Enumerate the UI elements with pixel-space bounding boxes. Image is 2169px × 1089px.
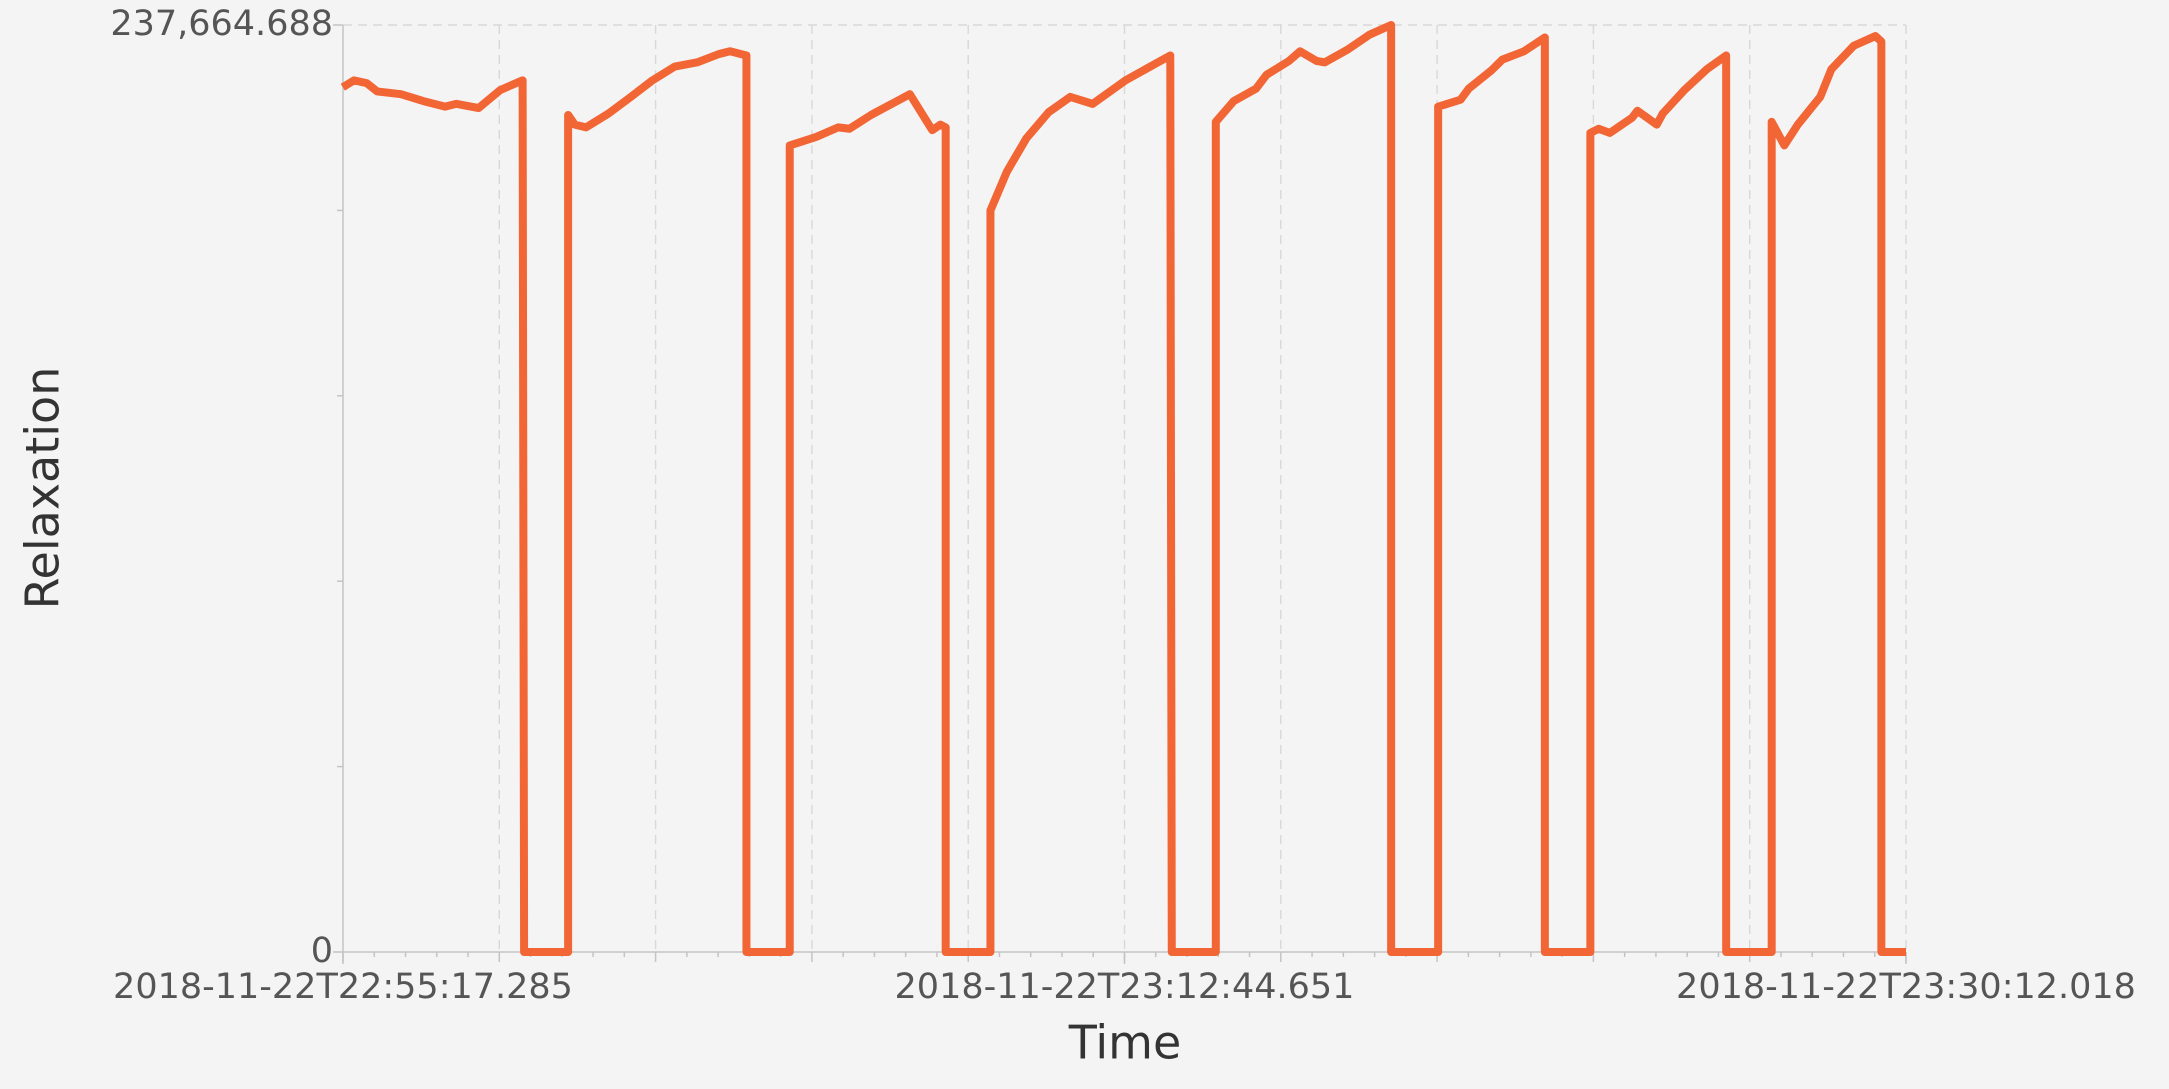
y-axis-title: Relaxation: [16, 367, 70, 610]
line-series: [340, 21, 1906, 956]
x-axis-title: Time: [1068, 1016, 1182, 1070]
y-tick-label: 0: [311, 931, 333, 971]
x-tick-label: 2018-11-22T23:12:44.651: [895, 967, 1355, 1007]
y-tick-label: 237,664.688: [110, 4, 333, 44]
x-tick-label: 2018-11-22T23:30:12.018: [1676, 967, 2136, 1007]
x-tick-label: 2018-11-22T22:55:17.285: [113, 967, 573, 1007]
